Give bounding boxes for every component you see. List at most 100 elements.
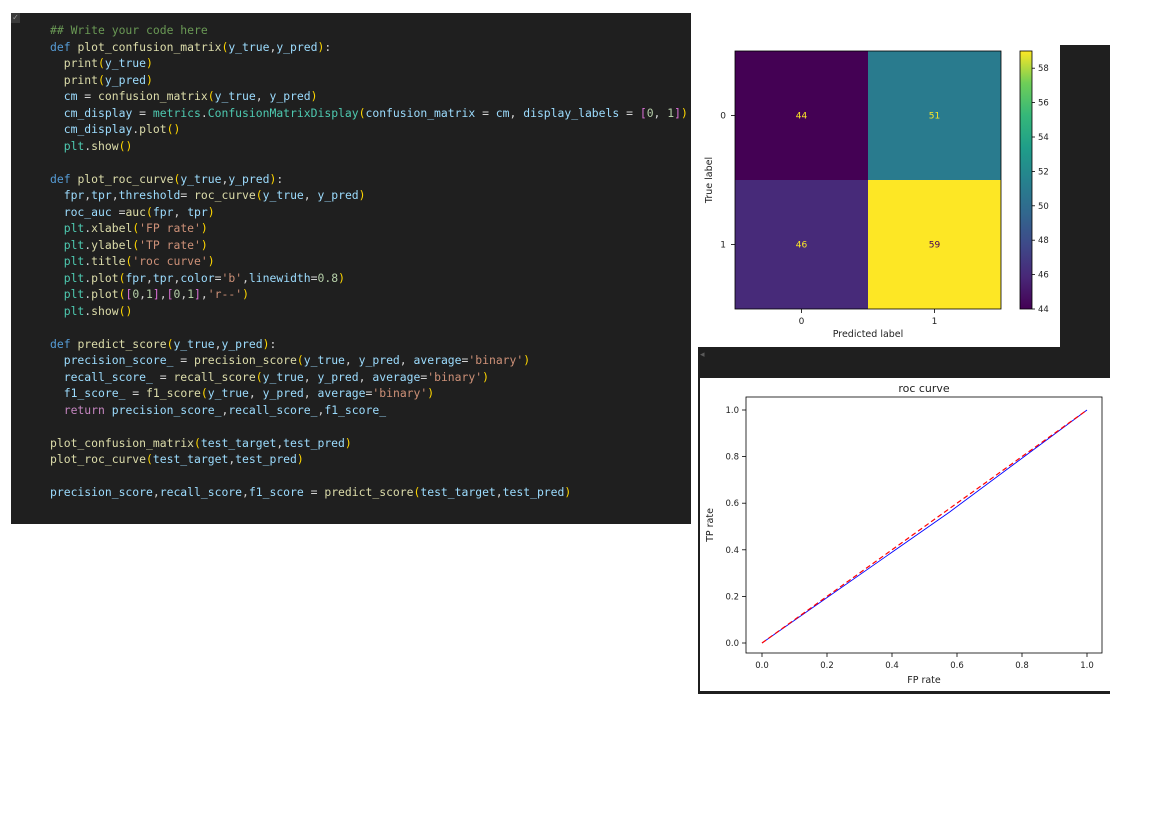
- code-token: predict_score: [77, 336, 167, 351]
- code-token: (: [255, 369, 263, 384]
- code-token: [: [125, 287, 133, 301]
- x-axis-label: Predicted label: [833, 329, 904, 340]
- code-line[interactable]: return precision_score_,recall_score_,f1…: [50, 402, 688, 419]
- code-line[interactable]: plot_confusion_matrix(test_target,test_p…: [50, 435, 688, 452]
- code-line[interactable]: f1_score_ = f1_score(y_true, y_pred, ave…: [50, 385, 688, 402]
- code-token: ): [296, 452, 304, 466]
- code-token: (: [98, 56, 105, 70]
- code-token: plt: [63, 254, 85, 268]
- code-token: ): [242, 287, 249, 301]
- code-token: ): [338, 270, 345, 285]
- code-line[interactable]: cm_display.plot(): [50, 121, 688, 138]
- code-token: plt: [63, 287, 85, 301]
- code-line[interactable]: precision_score_ = precision_score(y_tru…: [50, 352, 688, 369]
- code-token: y_pred: [276, 39, 318, 54]
- code-token: ,: [495, 485, 503, 499]
- code-token: y_pred: [228, 171, 270, 186]
- code-line[interactable]: [50, 418, 688, 435]
- code-token: f1_score: [146, 386, 201, 400]
- code-token: =: [173, 353, 195, 367]
- y-tick-label: 0: [720, 112, 726, 122]
- code-token: ,: [303, 386, 318, 400]
- code-line[interactable]: plt.title('roc curve'): [50, 253, 688, 270]
- code-token: [50, 106, 64, 120]
- code-token: predict_score: [324, 485, 414, 499]
- code-token: =: [365, 386, 373, 400]
- colorbar-tick-label: 50: [1038, 202, 1049, 212]
- code-token: ,: [152, 485, 160, 499]
- code-token: test_pred: [283, 435, 345, 450]
- colorbar-tick-label: 56: [1038, 99, 1049, 109]
- code-line[interactable]: cm_display = metrics.ConfusionMatrixDisp…: [50, 105, 688, 122]
- code-token: (: [98, 72, 105, 87]
- code-token: :: [276, 171, 284, 186]
- code-line[interactable]: def plot_roc_curve(y_true,y_pred):: [50, 171, 688, 188]
- code-token: [50, 139, 64, 153]
- code-token: fpr: [125, 270, 147, 285]
- code-token: .: [84, 138, 92, 153]
- code-token: =: [180, 188, 195, 202]
- code-token: print: [63, 56, 99, 70]
- code-token: test_target: [200, 435, 277, 450]
- code-token: show: [91, 138, 119, 153]
- code-line[interactable]: precision_score,recall_score,f1_score = …: [50, 484, 688, 501]
- code-token: ,: [344, 353, 359, 367]
- code-token: (: [125, 254, 133, 268]
- colorbar-tick-label: 58: [1038, 64, 1049, 74]
- code-cell[interactable]: ✓ ## Write your code here def plot_confus…: [11, 13, 691, 524]
- code-editor[interactable]: ✓ ## Write your code here def plot_confus…: [11, 13, 691, 524]
- code-token: ,: [173, 270, 181, 285]
- code-token: cm_display: [63, 105, 133, 120]
- code-token: (: [255, 188, 263, 202]
- output-border: [698, 691, 1110, 694]
- code-token: ,: [509, 105, 524, 120]
- code-token: ,: [248, 386, 263, 400]
- code-line[interactable]: def plot_confusion_matrix(y_true,y_pred)…: [50, 39, 688, 56]
- code-line[interactable]: roc_auc =auc(fpr, tpr): [50, 204, 688, 221]
- code-line[interactable]: print(y_true): [50, 55, 688, 72]
- code-token: ]: [194, 287, 201, 301]
- code-token: plot_roc_curve: [50, 452, 147, 466]
- code-line[interactable]: [50, 154, 688, 171]
- code-token: .: [84, 254, 92, 268]
- code-line[interactable]: plt.ylabel('TP rate'): [50, 237, 688, 254]
- code-token: .: [84, 221, 92, 235]
- heatmap-cell: [868, 180, 1001, 309]
- code-token: ,: [276, 435, 284, 450]
- code-token: plot: [91, 270, 119, 285]
- code-line[interactable]: plt.plot(fpr,tpr,color='b',linewidth=0.8…: [50, 270, 688, 287]
- code-token: average: [372, 369, 421, 384]
- code-line[interactable]: plt.xlabel('FP rate'): [50, 220, 688, 237]
- code-token: ): [262, 336, 270, 351]
- heatmap-cell: [735, 180, 868, 309]
- code-token: precision_score_: [63, 353, 174, 367]
- code-line[interactable]: def predict_score(y_true,y_pred):: [50, 336, 688, 353]
- code-token: [: [166, 287, 174, 301]
- code-token: display_labels: [523, 105, 620, 120]
- collapse-output-icon[interactable]: ◂: [700, 350, 705, 360]
- code-line[interactable]: [50, 468, 688, 485]
- roc-curve-output: roc curve 0.0 0.2 0.4 0.6 0.8 1.0 0.0 0.2 0.4 0.6 0…: [698, 378, 1110, 694]
- code-token: 1: [187, 287, 195, 301]
- code-token: f1_score_: [63, 386, 126, 400]
- cell-value-label: 46: [796, 241, 808, 251]
- code-line[interactable]: fpr,tpr,threshold= roc_curve(y_true, y_p…: [50, 187, 688, 204]
- code-token: def: [50, 171, 78, 186]
- code-line[interactable]: cm = confusion_matrix(y_true, y_pred): [50, 88, 688, 105]
- cell-value-label: 51: [929, 112, 940, 122]
- code-line[interactable]: plot_roc_curve(test_target,test_pred): [50, 451, 688, 468]
- code-token: test_target: [152, 452, 229, 466]
- code-token: [50, 56, 64, 70]
- code-token: plot_confusion_matrix: [50, 435, 195, 450]
- code-line[interactable]: recall_score_ = recall_score(y_true, y_p…: [50, 369, 688, 386]
- code-line[interactable]: plt.show(): [50, 138, 688, 155]
- code-token: [50, 73, 64, 87]
- code-line[interactable]: plt.show(): [50, 303, 688, 320]
- code-line[interactable]: plt.plot([0,1],[0,1],'r--'): [50, 286, 688, 303]
- code-text[interactable]: ## Write your code here def plot_confusio…: [50, 22, 688, 501]
- code-line[interactable]: ## Write your code here: [50, 22, 688, 39]
- code-token: (: [358, 105, 366, 120]
- code-line[interactable]: [50, 319, 688, 336]
- code-token: ConfusionMatrixDisplay: [207, 105, 359, 120]
- code-line[interactable]: print(y_pred): [50, 72, 688, 89]
